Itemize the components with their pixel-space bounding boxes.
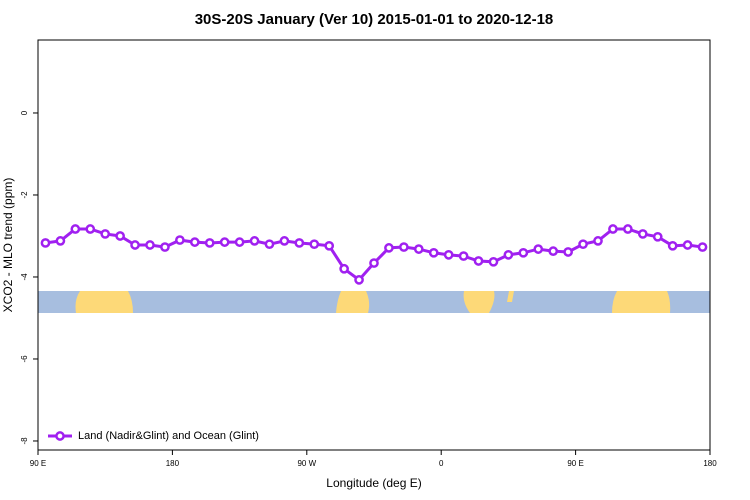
legend-label: Land (Nadir&Glint) and Ocean (Glint) <box>78 430 259 442</box>
data-point <box>279 236 290 246</box>
data-point <box>294 238 305 248</box>
data-point <box>578 239 588 250</box>
data-point <box>399 242 409 252</box>
data-point <box>667 240 678 251</box>
data-point <box>637 229 648 239</box>
data-point <box>160 242 170 252</box>
x-tick-label: 90 W <box>297 459 316 468</box>
data-point <box>533 244 544 254</box>
data-point <box>548 246 559 256</box>
data-point <box>175 235 185 245</box>
data-point <box>384 243 394 253</box>
y-tick-label: 0 <box>20 110 29 115</box>
data-point <box>369 258 379 268</box>
data-point <box>652 231 663 242</box>
data-point <box>593 236 603 246</box>
data-point <box>145 240 155 250</box>
land <box>507 291 514 302</box>
x-tick-label: 0 <box>439 459 444 468</box>
data-point <box>413 244 424 254</box>
data-point <box>339 263 349 274</box>
data-point <box>682 240 693 250</box>
chart-title: 30S-20S January (Ver 10) 2015-01-01 to 2… <box>195 11 554 28</box>
data-point <box>324 240 335 251</box>
y-tick-label: -4 <box>20 273 29 281</box>
data-point <box>354 275 364 285</box>
data-point <box>219 237 230 247</box>
data-point <box>428 247 439 258</box>
data-point <box>204 238 215 248</box>
data-point <box>130 240 140 250</box>
data-point <box>249 236 260 246</box>
data-point <box>234 237 245 247</box>
x-tick-label: 180 <box>166 459 180 468</box>
data-point <box>70 224 81 234</box>
data-point <box>309 239 320 250</box>
land <box>75 291 133 313</box>
land <box>463 291 495 313</box>
y-tick-label: -2 <box>20 191 29 199</box>
land <box>336 291 370 313</box>
land-ocean-strip <box>38 291 710 313</box>
data-point <box>697 242 708 252</box>
x-tick-label: 180 <box>703 459 717 468</box>
data-point <box>608 224 618 234</box>
series-line <box>45 227 703 282</box>
x-tick-label: 90 E <box>567 459 583 468</box>
data-point <box>473 256 484 266</box>
y-tick-label: -6 <box>20 355 29 363</box>
plot-frame <box>37 39 711 451</box>
data-point <box>458 251 469 261</box>
data-point <box>85 224 96 234</box>
data-point <box>189 237 200 247</box>
ocean <box>38 291 710 313</box>
data-point <box>623 224 633 234</box>
y-axis-label: XCO2 - MLO trend (ppm) <box>1 178 15 313</box>
data-point <box>264 239 275 250</box>
data-point <box>55 236 66 246</box>
data-point <box>100 229 111 239</box>
data-point <box>488 256 499 267</box>
x-tick-label: 90 E <box>30 459 46 468</box>
data-point <box>503 249 514 260</box>
data-point <box>518 247 529 258</box>
data-point <box>563 247 573 257</box>
land <box>612 291 671 313</box>
x-axis-label: Longitude (deg E) <box>326 476 421 490</box>
data-point <box>40 238 51 248</box>
legend-marker <box>55 431 65 441</box>
y-tick-label: -8 <box>20 437 29 445</box>
data-point <box>115 231 125 241</box>
data-point <box>443 249 454 260</box>
